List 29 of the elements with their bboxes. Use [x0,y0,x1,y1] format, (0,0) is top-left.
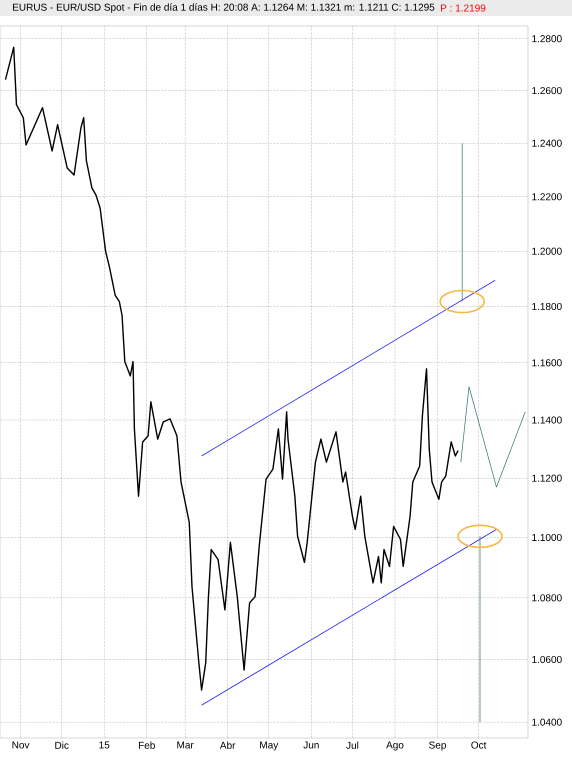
x-tick-label: Ago [386,742,404,750]
y-tick-label: 1.0800 [532,594,562,602]
y-tick-label: 1.1200 [532,474,562,482]
y-tick-label: 1.2000 [532,248,562,255]
y-tick-label: 1.1800 [532,302,562,310]
x-tick-label: Jul [346,742,358,749]
chart-title: EURUS - EUR/USD Spot - Fin de día 1 días H: 20:08 A: 1.1264 M: 1.1321 m: 1.1211 C: 1.1295 [13,3,434,13]
x-tick-label: Dic [55,742,69,749]
x-tick-label: Sep [429,742,446,751]
line-series [4,46,459,691]
x-tick-label: May [260,742,278,750]
y-tick-label: 1.2400 [532,140,562,147]
x-tick-label: Abr [220,742,236,749]
x-tick-label: Jun [303,742,319,748]
y-tick-label: 1.2600 [532,87,562,94]
x-tick-label: Mar [177,742,194,748]
x-tick-label: 15 [99,742,110,748]
y-tick-label: 1.2200 [532,193,562,200]
y-tick-label: 1.1000 [532,534,562,542]
line-series [460,386,526,488]
chart-subtitle: P : 1.2199 [441,4,486,12]
y-tick-label: 1.0400 [532,718,562,726]
y-tick-label: 1.0600 [532,656,562,664]
x-tick-label: Nov [12,742,30,748]
y-tick-label: 1.1400 [532,416,562,424]
x-tick-label: Feb [138,742,155,749]
x-tick-label: Oct [471,742,486,749]
y-tick-label: 1.1600 [532,359,562,366]
y-tick-label: 1.2800 [532,35,562,42]
